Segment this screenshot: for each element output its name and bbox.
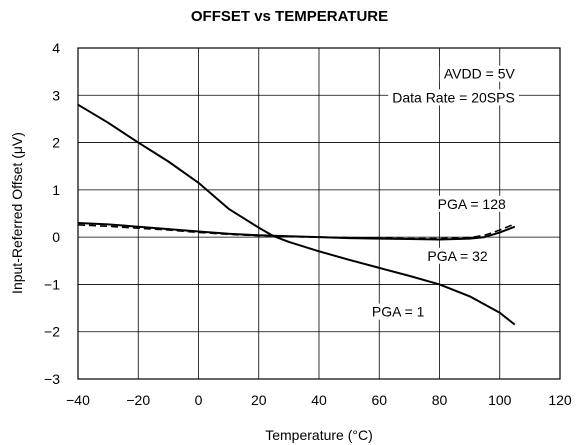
- series-line-pga-128: [77, 223, 516, 240]
- annotation-background: [367, 303, 429, 320]
- y-tick-label: −2: [44, 324, 60, 340]
- annotation-background: [439, 65, 520, 82]
- series-group: [77, 103, 516, 326]
- x-tick-label: 120: [548, 392, 572, 408]
- annotations: AVDD = 5V Data Rate = 20SPS PGA = 128 PGA =…: [367, 65, 520, 320]
- y-tick-label: 0: [52, 229, 60, 245]
- annotation-background: [433, 195, 510, 212]
- chart-title: OFFSET vs TEMPERATURE: [190, 8, 389, 25]
- y-tick-label: −3: [44, 371, 60, 387]
- x-tick-label: 100: [488, 392, 512, 408]
- y-axis-label: Input-Referred Offset (μV): [9, 132, 25, 294]
- x-tick-label: 80: [432, 392, 448, 408]
- series-line-pga-1: [77, 103, 516, 326]
- x-tick-label: 60: [371, 392, 387, 408]
- y-tick-label: 1: [52, 182, 60, 198]
- annotation-background: [423, 247, 492, 264]
- y-tick-label: 4: [52, 40, 60, 56]
- tick-labels: −40 −20 0 20 40 60 80 100 120 4 3 2 1 0 −1 −2 −3: [44, 40, 572, 408]
- y-tick-label: 2: [52, 135, 60, 151]
- annotation-label: PGA = 1: [372, 304, 425, 320]
- plot-frame: [77, 47, 561, 380]
- annotation-label: Data Rate = 20SPS: [392, 89, 515, 105]
- x-tick-label: 40: [311, 392, 327, 408]
- y-tick-label: −1: [44, 276, 60, 292]
- x-tick-label: 0: [195, 392, 203, 408]
- x-tick-label: 20: [251, 392, 267, 408]
- x-tick-label: −20: [126, 392, 150, 408]
- annotation-label: AVDD = 5V: [444, 66, 516, 82]
- annotation-label: PGA = 128: [438, 196, 506, 212]
- y-tick-label: 3: [52, 87, 60, 103]
- x-tick-label: −40: [66, 392, 90, 408]
- x-axis-label: Temperature (°C): [265, 427, 373, 443]
- annotation-label: PGA = 32: [427, 248, 488, 264]
- annotation-background: [388, 89, 519, 106]
